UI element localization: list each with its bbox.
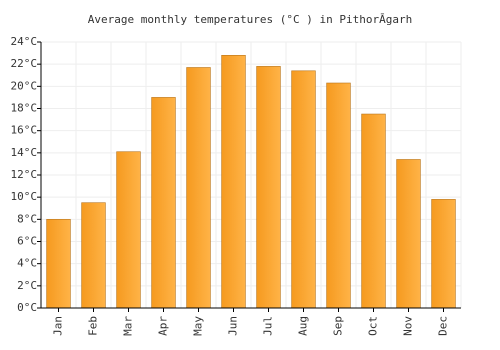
y-tick-label: 6°C	[17, 235, 37, 248]
x-tick-label: Jan	[52, 316, 65, 336]
x-tick-label: Nov	[402, 316, 415, 336]
bar	[186, 67, 211, 309]
y-tick-label: 22°C	[11, 57, 38, 70]
bar	[291, 70, 316, 309]
bar	[116, 151, 141, 309]
bar	[46, 219, 71, 309]
y-tick-label: 20°C	[11, 79, 38, 92]
y-tick-label: 24°C	[11, 35, 38, 48]
chart-title: Average monthly temperatures (°C ) in Pi…	[88, 13, 413, 26]
y-tick-label: 12°C	[11, 168, 38, 181]
y-tick-label: 16°C	[11, 124, 38, 137]
x-tick-label: Dec	[437, 316, 450, 336]
x-tick-label: Oct	[367, 316, 380, 336]
x-tick-label: Mar	[122, 316, 135, 336]
bar	[431, 199, 456, 309]
bar	[326, 82, 351, 309]
x-tick-label: Jul	[262, 316, 275, 336]
y-tick-label: 14°C	[11, 146, 38, 159]
bar	[256, 66, 281, 309]
bar	[221, 54, 246, 309]
x-tick-label: Feb	[87, 316, 100, 336]
x-tick-label: Sep	[332, 316, 345, 336]
y-tick-label: 2°C	[17, 279, 37, 292]
y-tick-label: 10°C	[11, 190, 38, 203]
x-tick-label: Aug	[297, 316, 310, 336]
y-tick-label: 0°C	[17, 301, 37, 314]
bar	[81, 202, 106, 309]
x-tick-label: Apr	[157, 316, 170, 336]
y-tick-label: 4°C	[17, 257, 37, 270]
y-tick-label: 18°C	[11, 102, 38, 115]
x-tick-label: May	[192, 316, 205, 336]
y-tick-label: 8°C	[17, 212, 37, 225]
x-tick-label: Jun	[227, 316, 240, 336]
bar	[151, 97, 176, 309]
bar	[396, 159, 421, 309]
bar	[361, 113, 386, 309]
